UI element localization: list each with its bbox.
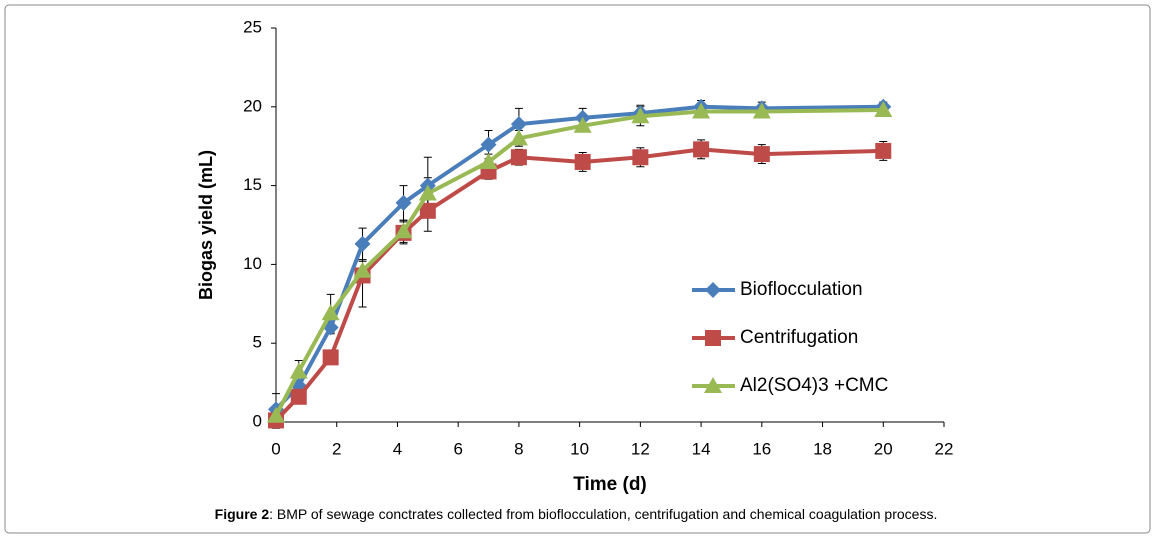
caption: Figure 2: BMP of sewage conctrates colle…: [215, 506, 938, 522]
y-tick-label: 15: [243, 175, 262, 194]
point: [631, 107, 650, 124]
legend-marker: [705, 282, 721, 298]
point: [395, 194, 412, 211]
y-tick-label: 20: [243, 96, 262, 115]
point: [394, 222, 413, 239]
x-tick-label: 14: [692, 439, 711, 458]
y-tick-label: 5: [253, 333, 262, 352]
y-tick-label: 10: [243, 254, 262, 273]
point: [290, 388, 307, 405]
point: [573, 116, 592, 133]
point: [353, 261, 372, 278]
frame: [4, 4, 1151, 534]
y-tick-label: 25: [243, 17, 262, 36]
point: [321, 304, 340, 321]
point: [322, 349, 339, 366]
point: [510, 116, 527, 133]
x-tick-label: 10: [570, 439, 589, 458]
x-tick-label: 4: [393, 439, 402, 458]
point: [874, 100, 893, 117]
x-tick-label: 18: [813, 439, 832, 458]
point: [574, 153, 591, 170]
point: [354, 235, 371, 252]
point: [510, 149, 527, 166]
point: [480, 136, 497, 153]
point: [693, 141, 710, 158]
point: [753, 146, 770, 163]
point: [419, 202, 436, 219]
x-axis-label: Time (d): [573, 474, 647, 495]
caption-text: : BMP of sewage conctrates collected fro…: [269, 506, 937, 522]
x-tick-label: 20: [874, 439, 893, 458]
caption-label: Figure 2: [215, 506, 270, 522]
point: [632, 149, 649, 166]
point: [752, 102, 771, 119]
x-tick-label: 2: [332, 439, 341, 458]
point: [289, 362, 308, 379]
point: [875, 142, 892, 159]
legend-label: Bioflocculation: [740, 279, 863, 300]
x-tick-label: 16: [752, 439, 771, 458]
legend-marker: [705, 330, 721, 346]
y-tick-label: 0: [253, 411, 262, 430]
y-axis-label: Biogas yield (mL): [196, 150, 216, 300]
legend-marker: [704, 377, 722, 393]
x-tick-label: 8: [514, 439, 523, 458]
x-tick-label: 6: [453, 439, 462, 458]
point: [267, 406, 285, 423]
point: [692, 102, 711, 119]
x-tick-label: 0: [271, 439, 280, 458]
point: [479, 152, 498, 169]
legend-label: Centrifugation: [740, 327, 858, 348]
point: [418, 184, 437, 201]
x-tick-label: 12: [631, 439, 650, 458]
x-tick-label: 22: [935, 439, 954, 458]
legend-label: Al2(SO4)3 +CMC: [740, 375, 888, 396]
point: [509, 129, 528, 146]
